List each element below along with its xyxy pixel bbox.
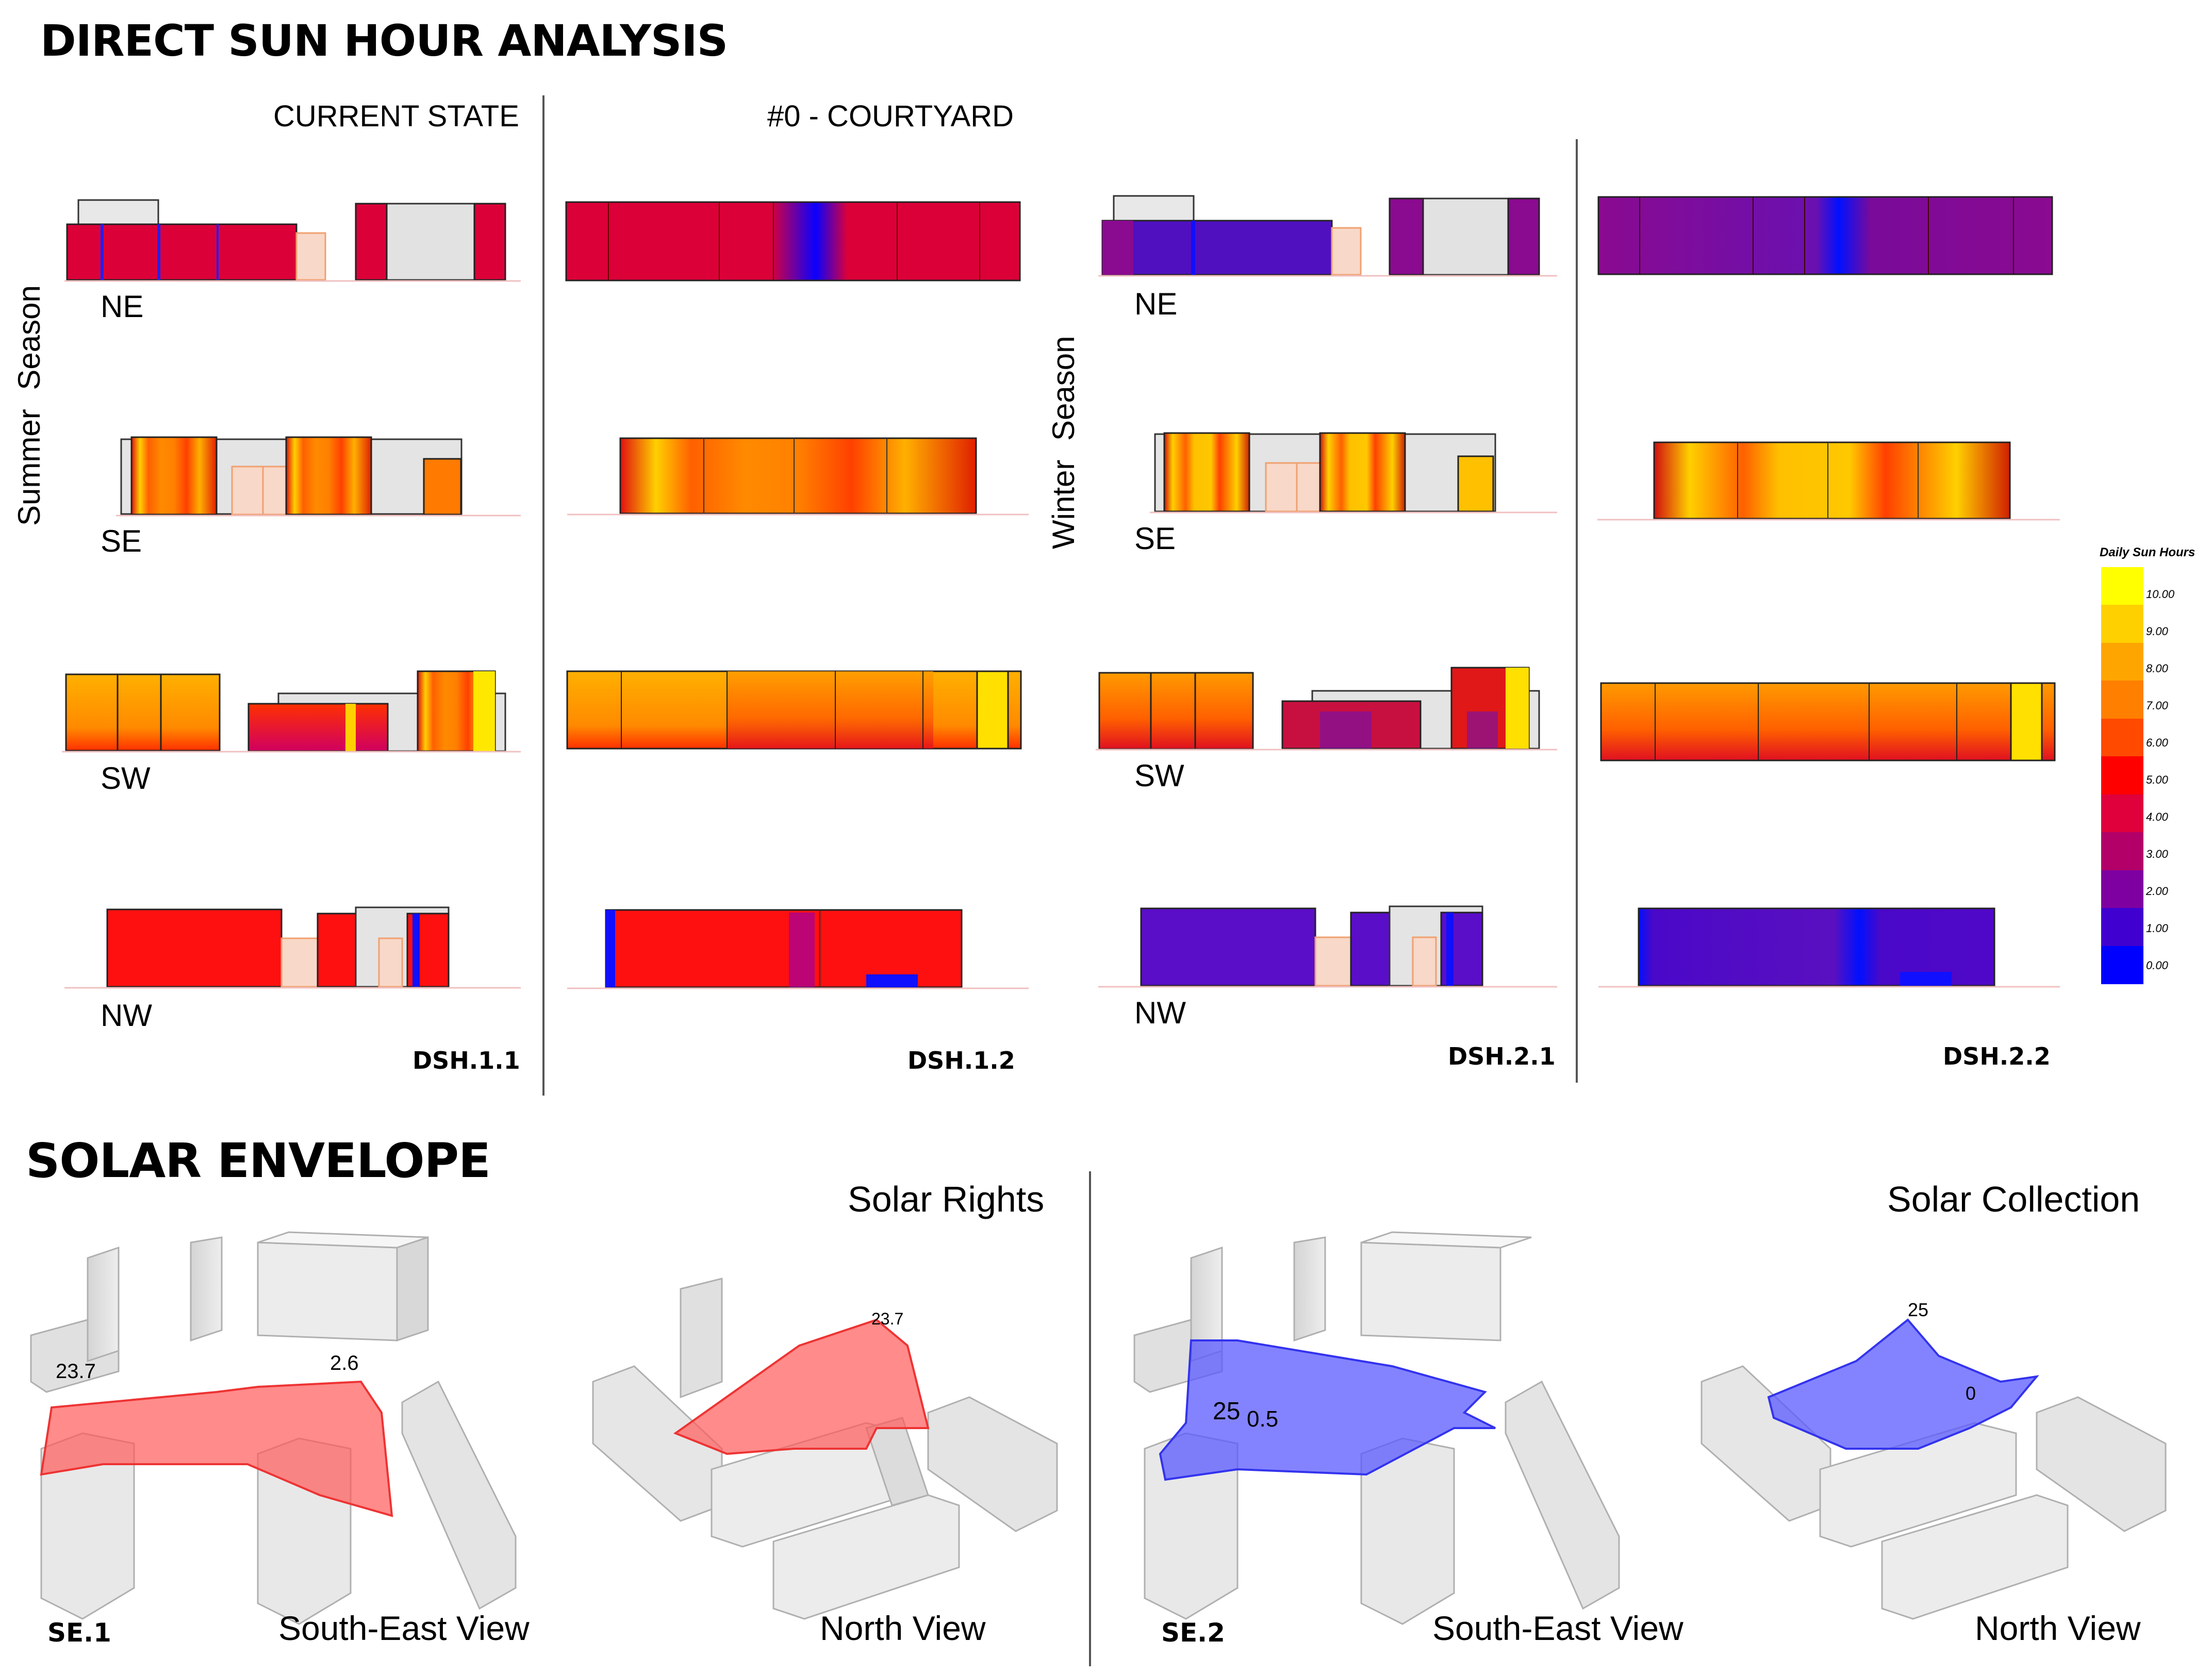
elev-sw-winter-courtyard [1600,682,2056,761]
divider-solar-envelope [1089,1171,1091,1666]
se1-north-view-caption: North View [820,1609,986,1647]
se1-north-scene [592,1278,1058,1620]
divider-winter-columns [1576,139,1578,1083]
elev-ne-winter-current [1098,195,1557,277]
code-se-2: SE.2 [1161,1618,1225,1648]
solar-envelope-title: SOLAR ENVELOPE [26,1133,491,1188]
solar-collection-title: Solar Collection [1887,1179,2140,1219]
elev-ne-winter-courtyard [1597,196,2053,275]
legend-swatch [2101,718,2143,757]
solar-envelope-graphics [30,1231,2167,1625]
legend-tick-label: 5.00 [2146,773,2168,786]
legend-swatch [2101,794,2143,833]
legend-swatch [2101,756,2143,795]
code-dsh-2-1: DSH.2.1 [1448,1042,1556,1070]
legend-tick-label: 10.00 [2146,588,2175,601]
elev-se-summer-courtyard [567,437,1029,516]
se2-north-height-label-1: 25 [1908,1299,1929,1320]
se2-north-view-caption: North View [1975,1609,2141,1647]
code-se-1: SE.1 [47,1618,111,1648]
legend-tick-label: 3.00 [2146,848,2168,860]
code-dsh-1-2: DSH.1.2 [907,1047,1015,1074]
legend-title: Daily Sun Hours [2100,545,2196,559]
se1-envelope-shape [40,1380,393,1517]
elev-nw-winter-current [1098,905,1557,988]
elev-se-summer-current [116,436,521,517]
legend-swatch [2101,946,2143,984]
legend-swatch [2101,681,2143,719]
elev-sw-summer-courtyard [566,670,1022,750]
legend-tick-label: 1.00 [2146,922,2168,935]
legend-swatch [2101,605,2143,643]
elev-nw-summer-courtyard [567,909,1029,989]
dir-label-se-summer: SE [101,524,142,558]
elev-se-winter-courtyard [1597,441,2060,521]
legend-tick-label: 0.00 [2146,959,2168,972]
legend-tick-label: 9.00 [2146,625,2168,638]
elev-sw-winter-current [1096,667,1557,751]
se1-north-envelope-shape [673,1318,930,1455]
dir-label-sw-summer: SW [101,761,151,795]
legend-swatch [2101,832,2143,871]
se2-southeast-scene [1133,1231,1620,1625]
legend-swatch [2101,642,2143,682]
se2-height-label-1: 25 [1213,1398,1241,1425]
se2-envelope-shape [1159,1339,1496,1481]
code-dsh-1-1: DSH.1.1 [412,1047,520,1074]
legend-tick-label: 6.00 [2146,736,2168,749]
solar-rights-title: Solar Rights [848,1179,1045,1219]
elev-nw-summer-current [64,906,521,989]
dir-label-ne-summer: NE [101,289,144,324]
legend-tick-label: 2.00 [2146,885,2168,898]
legend-swatch [2101,567,2143,606]
se2-height-label-2: 0.5 [1247,1406,1279,1432]
se1-height-label-1: 23.7 [56,1360,96,1383]
elev-nw-winter-courtyard [1598,907,2060,988]
elev-ne-summer-courtyard [565,201,1021,281]
divider-current-courtyard [542,95,544,1096]
legend-tick-label: 8.00 [2146,662,2168,675]
se1-north-height-label: 23.7 [871,1310,904,1328]
legend-tick-label: 4.00 [2146,810,2168,823]
dsh-title: DIRECT SUN HOUR ANALYSIS [40,15,728,66]
elev-sw-summer-current [62,670,521,753]
legend-swatch [2101,870,2143,909]
col-head-courtyard: #0 - COURTYARD [767,100,1014,133]
legend-ticks: 10.00 9.00 8.00 7.00 6.00 5.00 4.00 3.00 2.00 1.0… [2146,567,2203,984]
elev-se-winter-current [1150,432,1557,513]
se2-north-scene [1701,1365,2167,1620]
elevation-graphics [62,195,2060,989]
se2-north-envelope-shape [1767,1318,2039,1450]
dir-label-se-winter: SE [1134,521,1176,556]
legend-color-bar [2101,567,2143,984]
legend-tick-label: 7.00 [2146,699,2168,712]
code-dsh-2-2: DSH.2.2 [1943,1042,2051,1070]
dir-label-nw-winter: NW [1134,996,1186,1030]
dir-label-nw-summer: NW [101,998,152,1033]
elev-ne-summer-current [64,199,521,282]
se1-height-label-2: 2.6 [330,1352,359,1374]
dir-label-sw-winter: SW [1134,758,1184,793]
se1-southeast-view-caption: South-East View [278,1609,530,1647]
dir-label-ne-winter: NE [1134,287,1178,321]
legend-swatch [2101,908,2143,947]
se2-north-height-label-2: 0 [1966,1383,1976,1404]
col-head-current-state: CURRENT STATE [273,100,519,133]
se2-southeast-view-caption: South-East View [1432,1609,1683,1647]
